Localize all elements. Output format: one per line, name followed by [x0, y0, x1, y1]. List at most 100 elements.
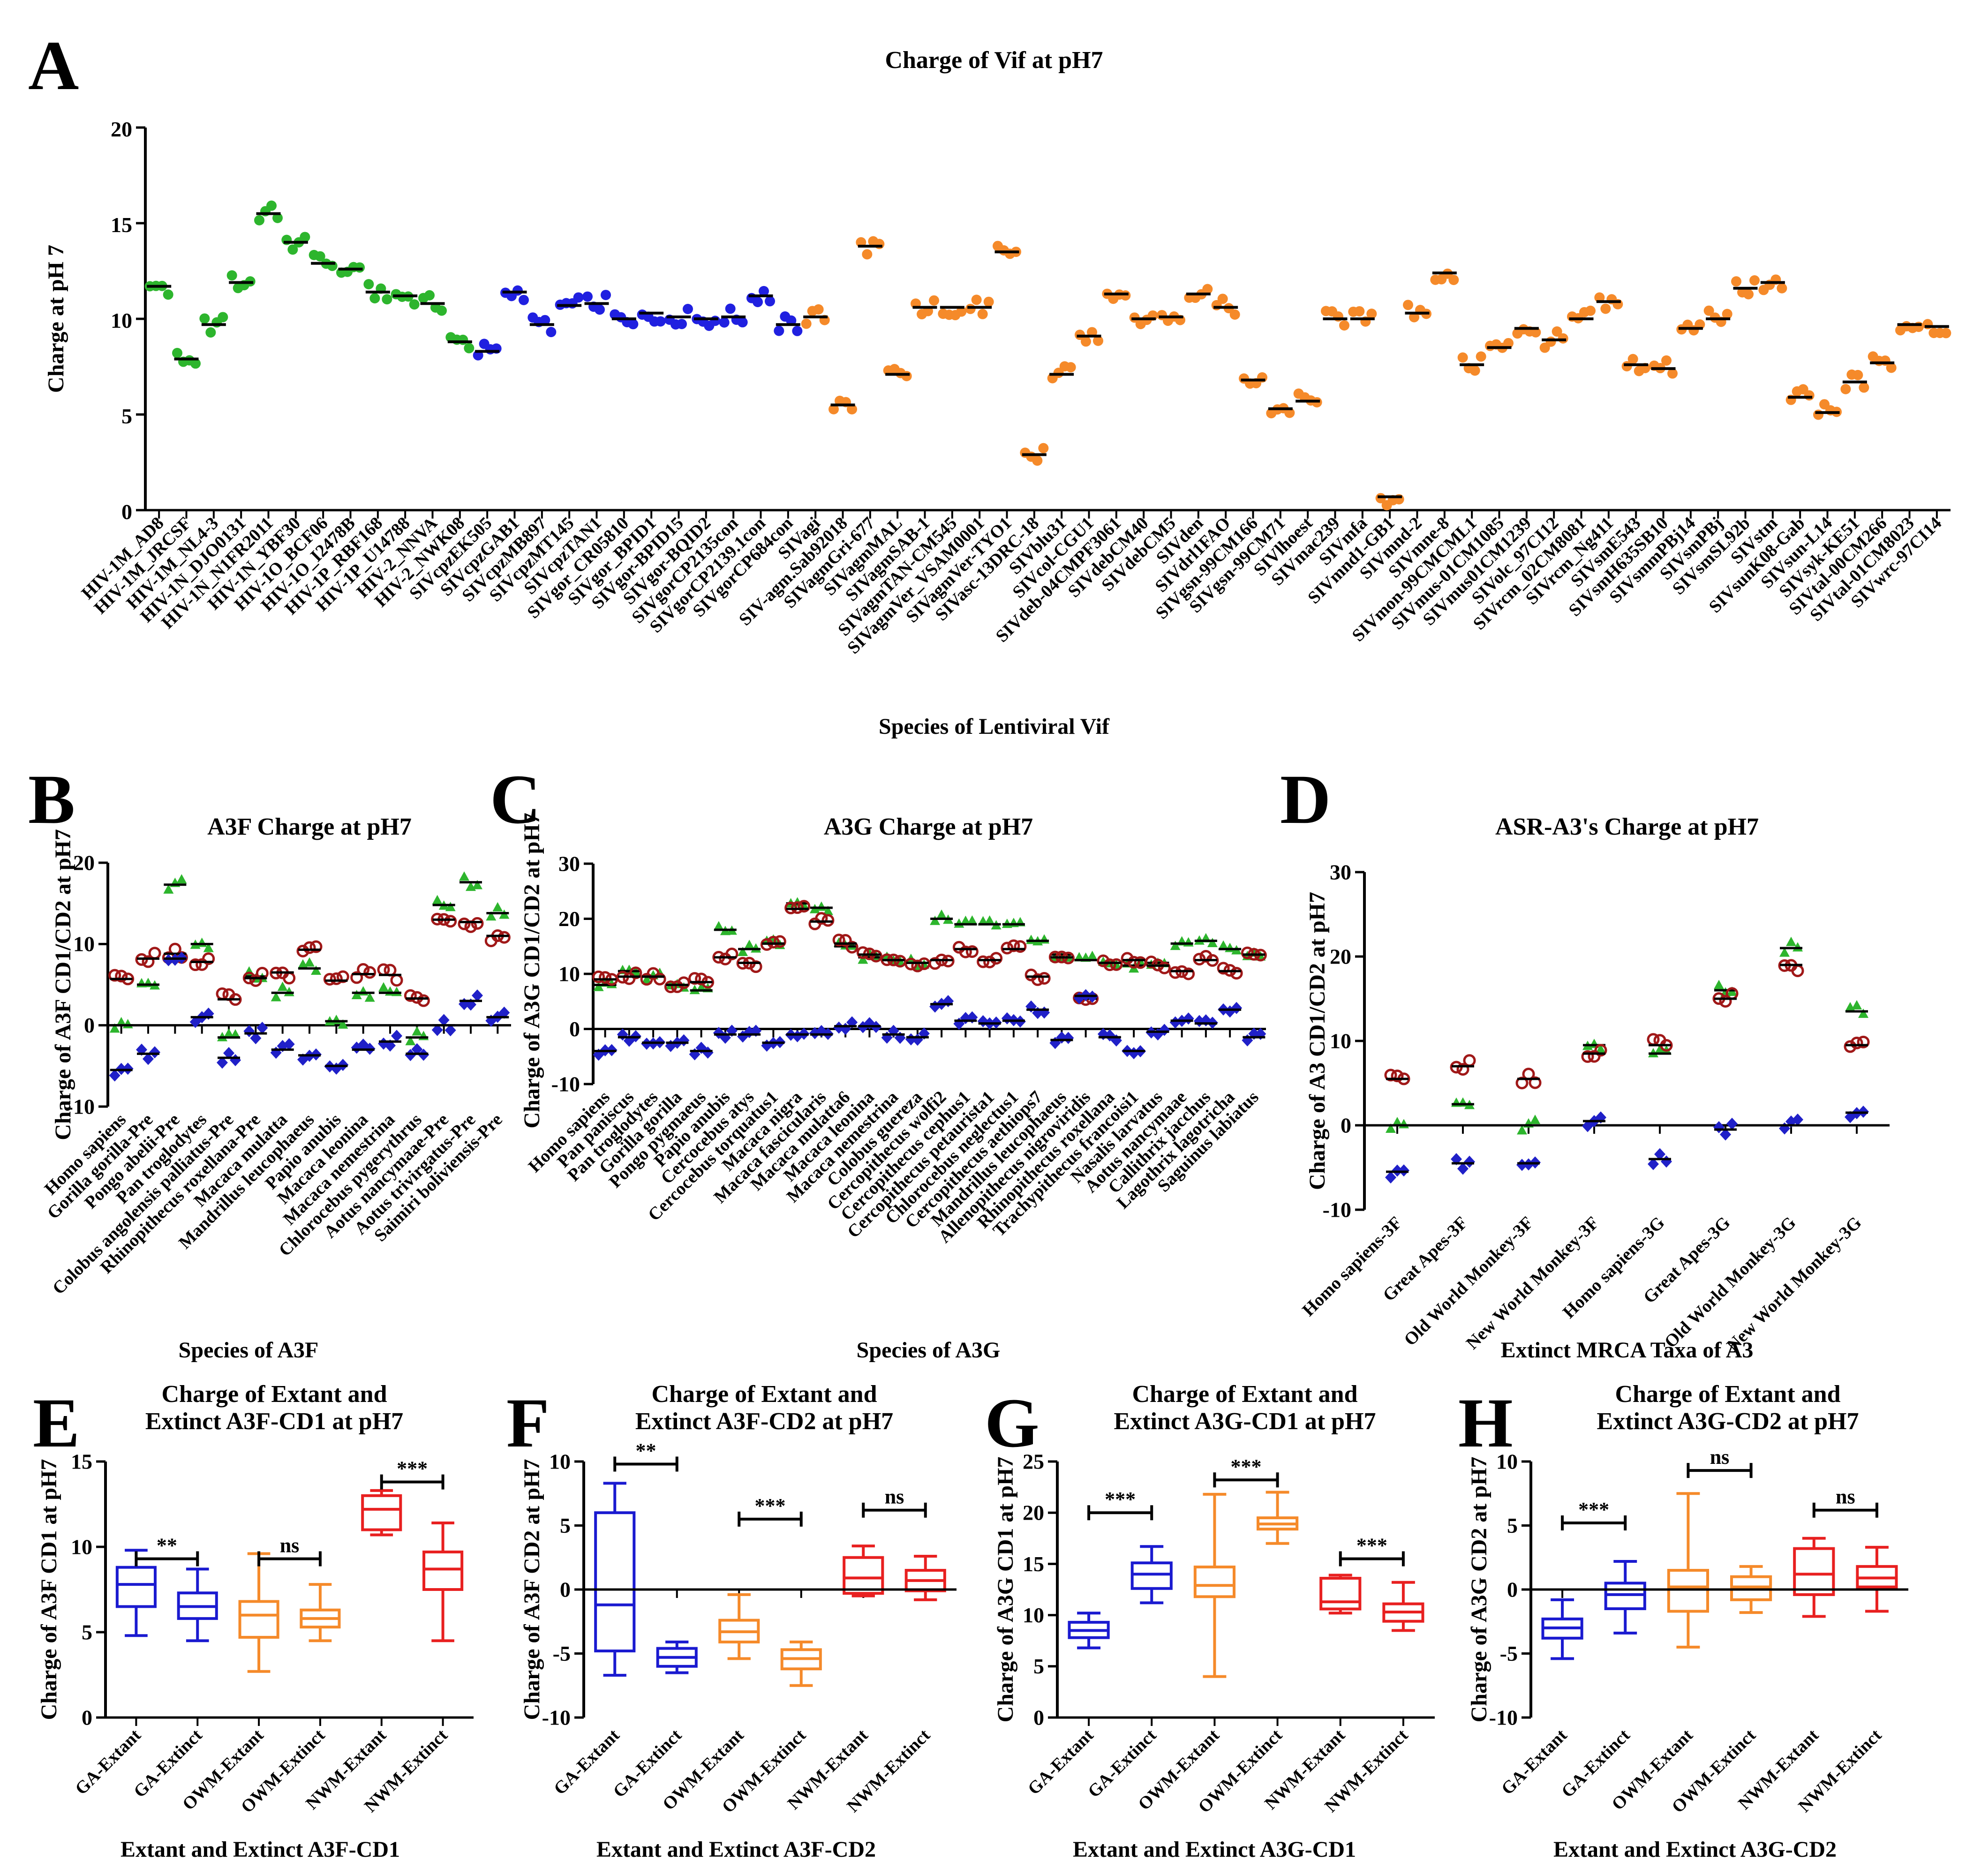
chart-title: A3F Charge at pH7: [207, 814, 412, 840]
x-axis-title: Extant and Extinct A3G-CD2: [1553, 1837, 1837, 1862]
x-axis-title: Extinct MRCA Taxa of A3: [1501, 1338, 1754, 1363]
data-point: [1038, 443, 1049, 453]
data-point: [283, 1038, 295, 1051]
panel-a: A Charge of Vif at pH7 0 5 10 15 20 Charge at p…: [28, 27, 1951, 739]
series-hiv: [144, 200, 475, 369]
data-point: [1558, 333, 1568, 344]
box-nwm-extinct: [904, 1555, 946, 1601]
data-point: [218, 312, 228, 323]
data-point: [1385, 1171, 1396, 1184]
significance-bracket: ns: [257, 1534, 322, 1567]
data-point: [472, 880, 482, 889]
significance-label: ns: [1710, 1446, 1730, 1469]
data-point: [1207, 937, 1218, 947]
data-point: [1145, 956, 1158, 969]
data-point: [688, 972, 701, 985]
data-point: [391, 1030, 402, 1042]
series-cd1: [1384, 959, 1870, 1090]
box-owm-extant: [718, 1593, 760, 1660]
x-axis-title: Species of A3G: [857, 1338, 1001, 1363]
data-point: [977, 955, 990, 968]
data-point: [1339, 320, 1349, 331]
data-point: [901, 371, 912, 382]
data-point: [1038, 972, 1051, 985]
data-point: [1403, 300, 1413, 310]
y-tick-label: 0: [121, 500, 132, 524]
data-point: [330, 972, 343, 985]
data-point: [304, 957, 315, 967]
data-point: [109, 1023, 120, 1033]
data-point: [928, 957, 942, 970]
series-cd1-cd2: [109, 951, 510, 1082]
y-tick-label: 0: [569, 1017, 580, 1041]
y-tick-label: 0: [1341, 1113, 1351, 1137]
data-point: [1792, 1113, 1803, 1126]
box-owm-extinct: [300, 1583, 341, 1642]
data-point: [1031, 973, 1044, 986]
data-point: [911, 959, 924, 972]
data-point: [1585, 305, 1596, 316]
data-point: [424, 290, 435, 301]
data-point: [1858, 1008, 1868, 1018]
significance-label: ***: [397, 1457, 428, 1480]
data-point: [1065, 362, 1076, 373]
data-point: [862, 249, 873, 260]
data-point: [839, 934, 852, 947]
data-point: [984, 915, 995, 925]
data-point: [1448, 274, 1459, 285]
x-axis-title: Species of A3F: [179, 1338, 319, 1363]
y-tick-label: 20: [1023, 1501, 1044, 1525]
data-point: [1804, 390, 1815, 401]
data-point: [815, 912, 828, 925]
data-point: [1032, 455, 1043, 466]
data-point: [458, 917, 471, 930]
data-point: [749, 960, 762, 973]
data-point: [1731, 276, 1741, 287]
data-point: [1218, 940, 1229, 950]
data-point: [1726, 1117, 1738, 1130]
data-point: [1516, 1159, 1528, 1171]
y-tick-label: 0: [560, 1577, 571, 1601]
data-point: [1230, 967, 1243, 980]
data-point: [287, 244, 298, 255]
panel-label-h: H: [1458, 1384, 1513, 1462]
chart-title-line: Charge of Extant and: [161, 1381, 387, 1408]
box-nwm-extant: [843, 1544, 884, 1597]
data-point: [930, 915, 941, 925]
data-point: [115, 970, 128, 983]
data-point: [471, 917, 484, 930]
data-point: [725, 303, 736, 314]
data-point: [405, 1049, 416, 1062]
significance-label: ***: [1356, 1534, 1387, 1557]
data-point: [445, 902, 456, 912]
significance-bracket: **: [135, 1534, 199, 1567]
data-point: [203, 942, 214, 952]
data-point: [858, 954, 868, 964]
data-point: [1886, 362, 1897, 373]
data-point: [599, 971, 612, 984]
data-point: [1202, 284, 1213, 294]
data-point: [1517, 1125, 1527, 1135]
data-point: [792, 325, 803, 336]
y-tick-label: 30: [1330, 860, 1351, 884]
data-point: [695, 972, 708, 986]
boxes: [1541, 1492, 1898, 1660]
data-point: [226, 270, 237, 281]
data-point: [417, 994, 430, 1007]
y-axis-title: Charge of A3G CD1 at pH7: [993, 1457, 1018, 1723]
data-point: [498, 1006, 510, 1019]
data-point: [323, 972, 336, 986]
data-point: [1853, 369, 1863, 380]
panel-label-f: F: [506, 1384, 550, 1462]
data-point: [592, 970, 605, 983]
data-point: [272, 212, 283, 223]
data-point: [464, 343, 475, 354]
data-point: [143, 1053, 154, 1065]
data-point: [719, 317, 730, 328]
significance-bracket: ***: [380, 1457, 444, 1490]
data-point: [382, 294, 392, 305]
y-tick-label: 10: [1496, 1449, 1518, 1473]
y-tick-label: 0: [82, 1705, 92, 1729]
data-point: [444, 1024, 456, 1037]
